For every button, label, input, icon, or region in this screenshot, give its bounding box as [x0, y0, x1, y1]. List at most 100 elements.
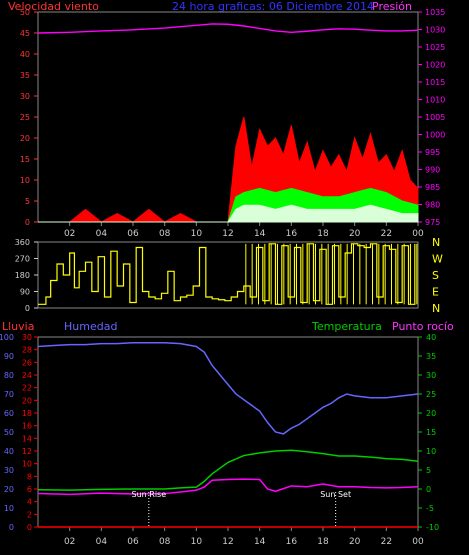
humidity-tick-label: 40	[4, 447, 14, 456]
rain-tick-label: 24	[22, 371, 32, 380]
compass-label: W	[432, 253, 443, 266]
direction-series	[38, 243, 418, 305]
wind-tick-label: 30	[20, 92, 30, 101]
wind-x-ticks: 02 04 06 08 10 12 14 16 18 20 22 00	[64, 222, 424, 239]
humidity-tick-label: 100	[0, 333, 14, 342]
wind-tick-label: 10	[20, 176, 30, 185]
compass-label: S	[432, 269, 439, 282]
humidity-x-tick-label: 00	[412, 537, 424, 547]
temperature-tick-label: 5	[426, 466, 431, 475]
rain-tick-label: 28	[22, 346, 32, 355]
wind-x-tick-label: 12	[222, 229, 233, 239]
humidity-tick-label: 10	[4, 504, 14, 513]
temperature-tick-label: 40	[426, 333, 436, 342]
wind-tick-label: 45	[20, 29, 30, 38]
sun-annotations: Sun Rise Sun Set	[132, 490, 351, 527]
compass-label: N	[432, 302, 440, 315]
humidity-x-tick-label: 04	[96, 537, 108, 547]
pressure-tick-label: 980	[425, 201, 440, 210]
rain-tick-label: 8	[27, 472, 32, 481]
temperature-tick-label: -5	[426, 504, 434, 513]
gust-area	[38, 116, 419, 223]
rain-tick-label: 4	[27, 498, 32, 507]
humidity-ticks: 0 10 20 30 40 50 60 70 80 90 100	[0, 333, 14, 532]
rain-tick-label: 0	[27, 523, 32, 532]
chart-title: 24 hora graficas: 06 Diciembre 2014	[172, 0, 374, 13]
wind-tick-label: 0	[25, 218, 30, 227]
temperature-tick-label: 20	[426, 409, 436, 418]
humidity-tick-label: 30	[4, 466, 14, 475]
wind-tick-label: 15	[20, 155, 30, 164]
wind-direction-line	[38, 243, 416, 305]
wind-x-tick-label: 10	[191, 229, 203, 239]
pressure-tick-label: 985	[425, 183, 440, 192]
rain-tick-label: 2	[27, 510, 32, 519]
temperature-tick-label: 0	[426, 485, 431, 494]
wind-x-tick-label: 22	[381, 229, 392, 239]
humidity-x-tick-label: 06	[127, 537, 139, 547]
wind-x-tick-label: 04	[96, 229, 108, 239]
sunrise-label: Sun Rise	[132, 490, 167, 499]
rain-tick-label: 20	[22, 396, 32, 405]
rain-tick-label: 16	[22, 422, 32, 431]
wind-x-tick-label: 14	[254, 229, 266, 239]
compass-label: N	[432, 236, 440, 249]
wind-x-tick-label: 00	[412, 229, 424, 239]
pressure-tick-label: 1010	[425, 96, 445, 105]
humidity-tick-label: 60	[4, 409, 14, 418]
rain-tick-label: 26	[22, 358, 32, 367]
humidity-tick-label: 50	[4, 428, 14, 437]
rain-tick-label: 6	[27, 485, 32, 494]
humidity-x-tick-label: 10	[191, 537, 203, 547]
humidity-x-tick-label: 22	[381, 537, 392, 547]
temperature-tick-label: 10	[426, 447, 436, 456]
min-wind-area	[38, 204, 419, 223]
humidity-x-tick-label: 02	[64, 537, 75, 547]
temperature-line	[37, 449, 419, 491]
wind-tick-label: 50	[20, 8, 30, 17]
direction-tick-label: 0	[25, 304, 30, 313]
wind-tick-label: 5	[25, 197, 30, 206]
wind-x-tick-label: 16	[286, 229, 298, 239]
wind-pressure-panel: Velocidad viento 24 hora graficas: 06 Di…	[8, 0, 445, 239]
pressure-tick-label: 1005	[425, 113, 445, 122]
humidity-x-tick-label: 16	[286, 537, 298, 547]
humidity-line	[37, 341, 419, 435]
rain-tick-label: 12	[22, 447, 32, 456]
pressure-tick-label: 1030	[425, 26, 445, 35]
temperature-ticks: -10 -5 0 5 10 15 20 25 30 35 40	[418, 333, 439, 532]
humidity-x-tick-label: 20	[349, 537, 361, 547]
direction-tick-label: 360	[15, 238, 30, 247]
rain-tick-label: 18	[22, 409, 32, 418]
rain-tick-label: 14	[22, 434, 32, 443]
direction-tick-label: 270	[15, 255, 30, 264]
rain-tick-label: 22	[22, 384, 32, 393]
wind-x-tick-label: 06	[127, 229, 139, 239]
humidity-tick-label: 90	[4, 352, 14, 361]
pressure-right-ticks: 975 980 985 990 995 1000 1005 1010 1015 1020 1025 1…	[418, 8, 445, 227]
wind-x-tick-label: 20	[349, 229, 361, 239]
humidity-series	[37, 341, 419, 528]
wind-tick-label: 35	[20, 71, 30, 80]
temperature-tick-label: -10	[426, 523, 439, 532]
rain-axis-title: Lluvia	[2, 320, 34, 333]
temperature-tick-label: 30	[426, 371, 436, 380]
wind-tick-label: 20	[20, 134, 30, 143]
humidity-tick-label: 70	[4, 390, 14, 399]
pressure-tick-label: 1035	[425, 8, 445, 17]
humidity-x-tick-label: 14	[254, 537, 266, 547]
rain-tick-label: 10	[22, 460, 32, 469]
wind-x-tick-label: 02	[64, 229, 75, 239]
temperature-axis-title: Temperatura	[311, 320, 382, 333]
pressure-tick-label: 1025	[425, 43, 445, 52]
pressure-tick-label: 1000	[425, 131, 445, 140]
temperature-tick-label: 35	[426, 352, 436, 361]
humidity-tick-label: 20	[4, 485, 14, 494]
pressure-tick-label: 990	[425, 166, 440, 175]
direction-tick-label: 180	[15, 271, 30, 280]
rain-tick-label: 30	[22, 333, 32, 342]
dewpoint-axis-title: Punto rocío	[392, 320, 454, 333]
